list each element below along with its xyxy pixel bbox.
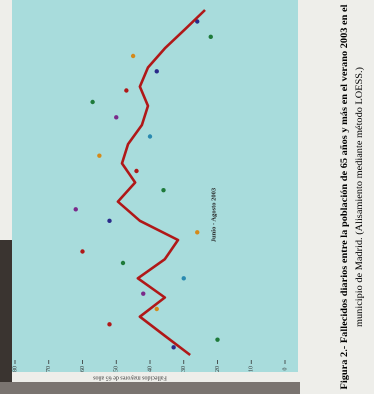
data-point <box>141 291 146 296</box>
data-point <box>124 88 129 93</box>
data-point <box>215 337 220 342</box>
data-point <box>154 306 159 312</box>
x-axis-label: Junio - Agosto 2003 <box>210 187 217 242</box>
y-tick-label: 40 <box>147 366 153 372</box>
y-tick-label: 30 <box>181 366 187 372</box>
data-point <box>114 115 119 120</box>
caption-line: municipio de Madrid. (Alisamiento median… <box>354 67 365 327</box>
loess-line <box>116 9 206 357</box>
data-point <box>90 99 95 105</box>
data-point <box>107 218 112 224</box>
caption-line: Figura 2.- Fallecidos diarios entre la p… <box>340 4 350 389</box>
data-point <box>107 322 112 327</box>
y-axis-label: Fallecidos mayores de 65 años <box>93 375 167 381</box>
y-tick-label: 20 <box>215 366 221 372</box>
data-point <box>195 230 200 235</box>
plot-area <box>12 0 298 372</box>
data-point <box>195 19 200 24</box>
y-tick-label: 70 <box>46 366 52 372</box>
data-point <box>130 53 136 59</box>
y-tick-label: 10 <box>249 366 255 372</box>
data-point <box>120 260 126 266</box>
data-point <box>208 34 213 40</box>
photo-edge <box>0 240 12 394</box>
data-point <box>181 276 186 281</box>
y-tick-label: 0 <box>282 368 288 371</box>
y-tick-label: 60 <box>80 366 86 372</box>
data-point <box>73 207 78 212</box>
data-point <box>80 249 85 254</box>
data-point <box>147 134 153 139</box>
data-point <box>97 153 102 158</box>
photo-edge <box>0 382 300 394</box>
data-point <box>161 187 166 193</box>
y-tick-label: 80 <box>12 366 18 372</box>
data-point <box>134 168 139 174</box>
data-point <box>171 345 176 350</box>
data-point <box>154 69 159 74</box>
y-tick-label: 50 <box>114 366 120 372</box>
